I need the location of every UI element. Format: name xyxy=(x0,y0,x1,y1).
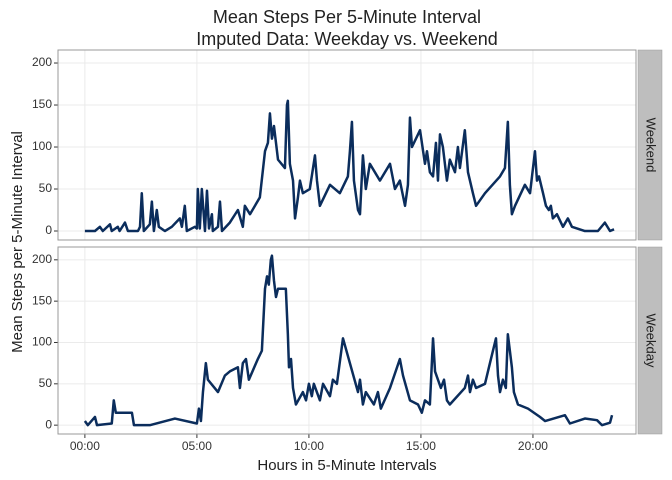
panel-border xyxy=(57,246,637,435)
y-tick-label: 150 xyxy=(32,97,52,111)
x-tick-label: 20:00 xyxy=(518,439,548,453)
x-tick-label: 05:00 xyxy=(182,439,212,453)
x-axis-label: Hours in 5-Minute Intervals xyxy=(257,457,436,474)
y-tick-label: 0 xyxy=(45,417,52,431)
panel-background xyxy=(58,50,636,240)
y-tick-label: 50 xyxy=(39,376,53,390)
x-tick-label: 10:00 xyxy=(294,439,324,453)
facet-strip xyxy=(637,246,663,435)
y-tick-label: 150 xyxy=(32,293,52,307)
data-line xyxy=(84,99,615,233)
facet-label: Weekday xyxy=(644,314,659,368)
panel-border xyxy=(57,49,637,241)
y-axis-label: Mean Steps per 5-Minute Interval xyxy=(9,131,26,353)
y-tick-label: 50 xyxy=(39,181,53,195)
x-tick-label: 00:00 xyxy=(70,439,100,453)
panel-background xyxy=(58,247,636,434)
chart-subtitle: Imputed Data: Weekday vs. Weekend xyxy=(196,29,498,49)
x-tick-label: 15:00 xyxy=(406,439,436,453)
y-tick-label: 100 xyxy=(32,335,52,349)
y-tick-label: 0 xyxy=(45,223,52,237)
chart-title: Mean Steps Per 5-Minute Interval xyxy=(213,7,481,27)
data-line xyxy=(83,254,614,427)
y-tick-label: 200 xyxy=(32,252,52,266)
y-tick-label: 100 xyxy=(32,139,52,153)
y-tick-label: 200 xyxy=(32,55,52,69)
facet-strip xyxy=(637,49,663,241)
facet-label: Weekend xyxy=(644,118,659,173)
